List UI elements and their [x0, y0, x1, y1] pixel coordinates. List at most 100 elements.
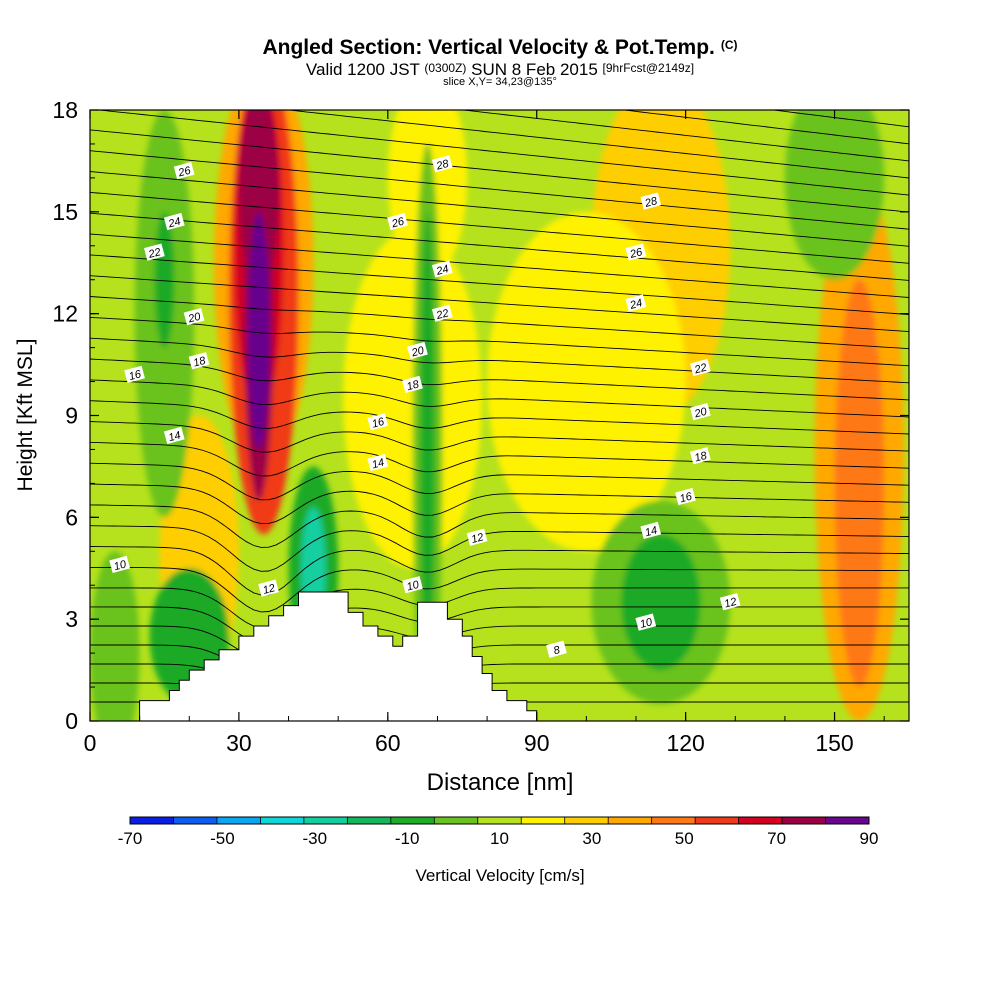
contour-label-text: 10: [639, 616, 655, 631]
contour-label-text: 10: [113, 558, 129, 573]
contour-label-bg: [402, 375, 423, 394]
axes: 0 30 60 90 120 150 0 3 6 9 12 15 18: [52, 97, 909, 756]
contour-label-bg: [689, 447, 711, 465]
contour-label-text: 20: [409, 344, 426, 359]
y-tick-label: 3: [65, 606, 78, 632]
contour-label-bg: [387, 212, 408, 231]
x-tick-label: 30: [226, 730, 252, 756]
contour-label: 28: [431, 155, 453, 173]
contour-label: 10: [402, 576, 423, 594]
colorbar-swatch: [782, 817, 826, 824]
theta-contour-line: [90, 441, 909, 477]
theta-contour-line: [90, 316, 909, 367]
colorbar-tick-label: 50: [675, 829, 694, 848]
contour-label-bg: [689, 403, 711, 421]
colorbar-swatch: [216, 817, 261, 824]
contour-label-text: 18: [192, 355, 208, 370]
theta-contour-line: [90, 358, 909, 401]
contour-label-bg: [719, 593, 741, 611]
contour-label-text: 22: [146, 246, 162, 261]
theta-contour-line: [459, 110, 909, 162]
colorbar-swatch: [521, 817, 566, 824]
contour-label-bg: [640, 521, 662, 540]
colorbar-swatch: [260, 817, 305, 824]
contour-label-bg: [124, 365, 145, 383]
contour-label-text: 12: [723, 596, 738, 611]
y-tick-label: 6: [65, 504, 78, 530]
y-tick-label: 9: [65, 403, 78, 429]
velocity-blob: [621, 534, 701, 671]
theta-contour-line: [90, 150, 909, 230]
theta-contour-line: [90, 587, 909, 629]
velocity-blob: [784, 110, 885, 280]
contour-label-text: 16: [678, 490, 694, 505]
theta-contour-line: [90, 233, 909, 298]
contour-label: 12: [719, 593, 741, 611]
contour-label-text: 24: [166, 216, 182, 231]
contour-label-text: 28: [643, 195, 660, 210]
contour-label: 18: [188, 352, 210, 370]
colorbar-swatch: [477, 817, 522, 824]
contour-label: 24: [625, 294, 647, 312]
contour-label-text: 26: [176, 164, 193, 179]
chart-subtitle-valid: Valid 1200 JST (0300Z) SUN 8 Feb 2015 [9…: [305, 60, 695, 79]
contour-label: 14: [640, 521, 662, 540]
contour-label: 22: [143, 243, 165, 261]
x-tick-label: 150: [815, 730, 853, 756]
contour-label: 16: [675, 487, 696, 505]
contour-label-bg: [466, 528, 488, 546]
contour-label: 12: [466, 528, 488, 546]
contour-label: 26: [173, 162, 195, 180]
contour-label-bg: [640, 192, 662, 210]
theta-contour-line: [90, 483, 909, 525]
theta-contour-line: [620, 110, 909, 145]
contour-label: 18: [402, 375, 423, 394]
velocity-blob: [90, 551, 140, 721]
contour-label-text: 24: [628, 297, 644, 312]
contour-label-bg: [625, 294, 647, 312]
contour-label-text: 8: [552, 644, 562, 657]
contour-label-bg: [431, 155, 453, 173]
theta-contour-line: [90, 566, 909, 613]
theta-contour-line: [90, 129, 909, 213]
contour-label-bg: [163, 212, 185, 231]
contour-label-text: 24: [434, 263, 450, 278]
colorbar-swatch: [173, 817, 218, 824]
contour-label-bg: [407, 341, 428, 360]
contour-label: 26: [625, 243, 647, 261]
contour-label-bg: [109, 555, 131, 574]
contour-label: 14: [163, 426, 185, 444]
velocity-blob: [487, 211, 686, 552]
contour-label-bg: [546, 640, 567, 658]
theta-contour-line: [90, 504, 909, 548]
chart-title: Angled Section: Vertical Velocity & Pot.…: [262, 36, 738, 59]
terrain: [139, 591, 538, 721]
y-tick-label: 15: [52, 199, 78, 225]
colorbar-swatch: [651, 817, 696, 824]
theta-contour-line: [90, 400, 909, 435]
contour-label-text: 16: [127, 368, 143, 383]
x-tick-label: 120: [666, 730, 704, 756]
theta-contour-line: [90, 462, 909, 501]
velocity-blob: [343, 228, 483, 569]
theta-contours: [90, 110, 909, 720]
contour-label-text: 14: [167, 429, 182, 444]
contour-label: 26: [387, 212, 408, 231]
contour-label-text: 22: [434, 307, 450, 322]
contour-label: 28: [640, 192, 662, 210]
y-tick-label: 12: [52, 301, 78, 327]
theta-contour-line: [284, 110, 909, 179]
contour-label-text: 20: [692, 405, 709, 420]
x-tick-label: 0: [84, 730, 97, 756]
colorbar-tick-label: -30: [302, 829, 327, 848]
theta-contour-line: [90, 546, 909, 596]
contour-label-text: 26: [628, 246, 645, 261]
contour-labels: 26 24 22 20 18 16 14 10 12 28 26 24 22 20 18 16 14 12 10 8 2…: [109, 155, 741, 658]
contour-label-bg: [367, 413, 389, 431]
y-tick-label: 0: [65, 708, 78, 734]
theta-contour-line: [90, 625, 909, 659]
contour-label-text: 20: [186, 310, 203, 325]
contour-label: 22: [689, 358, 711, 377]
colorbar-tick-label: 90: [860, 829, 879, 848]
